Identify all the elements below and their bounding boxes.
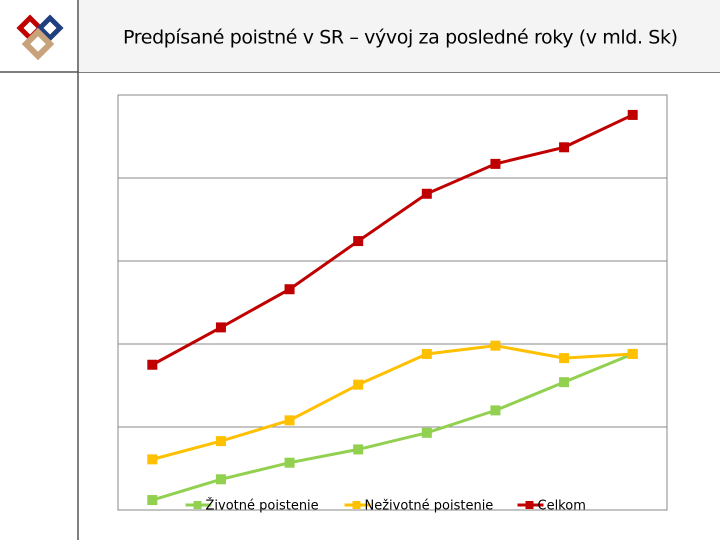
legend-label: Celkom [538, 499, 586, 514]
point [490, 158, 501, 169]
point [215, 436, 226, 447]
point [353, 379, 364, 390]
point [353, 236, 364, 247]
series-line [151, 113, 634, 367]
legend-swatch [352, 501, 361, 509]
point [490, 340, 501, 351]
legend-label: Životné poistenie [206, 498, 319, 514]
point [353, 444, 364, 455]
legend-swatch [525, 501, 534, 509]
point [147, 359, 158, 370]
point [421, 348, 432, 359]
point [627, 348, 638, 359]
point [421, 427, 432, 438]
legend-label: Neživotné poistenie [365, 499, 494, 514]
point [421, 188, 432, 199]
point [284, 415, 295, 426]
series-line [151, 352, 634, 502]
series-line [151, 344, 633, 461]
point [559, 142, 570, 153]
point [559, 353, 570, 364]
point [284, 457, 295, 468]
point [215, 322, 226, 333]
chart-title: Predpísané poistné v SR – vývoj za posle… [123, 27, 678, 49]
legend-swatch [193, 501, 202, 509]
logo [16, 14, 64, 61]
point [559, 377, 570, 388]
header-band [79, 0, 720, 72]
point [147, 454, 158, 465]
point [284, 284, 295, 295]
point [147, 495, 158, 506]
point [627, 109, 638, 120]
point [490, 405, 501, 416]
point [215, 474, 226, 485]
